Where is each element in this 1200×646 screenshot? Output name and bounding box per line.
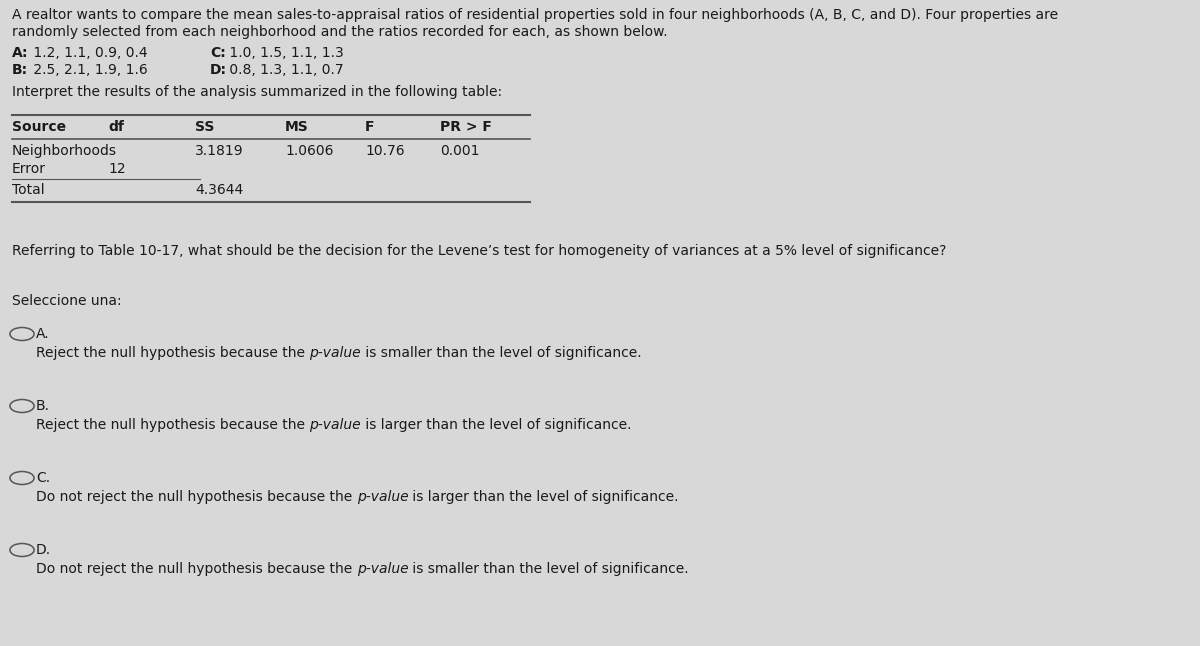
Text: p-value: p-value — [310, 346, 361, 360]
Text: Do not reject the null hypothesis because the: Do not reject the null hypothesis becaus… — [36, 490, 356, 504]
Text: B.: B. — [36, 399, 50, 413]
Text: 3.1819: 3.1819 — [194, 144, 244, 158]
Text: D.: D. — [36, 543, 52, 557]
Text: p-value: p-value — [310, 418, 361, 432]
Text: 0.8, 1.3, 1.1, 0.7: 0.8, 1.3, 1.1, 0.7 — [226, 63, 343, 77]
Text: randomly selected from each neighborhood and the ratios recorded for each, as sh: randomly selected from each neighborhood… — [12, 25, 667, 39]
Text: C:: C: — [210, 46, 226, 60]
Text: Source: Source — [12, 120, 66, 134]
Text: is larger than the level of significance.: is larger than the level of significance… — [361, 418, 631, 432]
Text: 1.2, 1.1, 0.9, 0.4: 1.2, 1.1, 0.9, 0.4 — [29, 46, 148, 60]
Text: p-value: p-value — [356, 562, 408, 576]
Text: p-value: p-value — [356, 490, 408, 504]
Text: Total: Total — [12, 183, 44, 197]
Text: 12: 12 — [108, 162, 126, 176]
Text: Error: Error — [12, 162, 46, 176]
Text: 1.0, 1.5, 1.1, 1.3: 1.0, 1.5, 1.1, 1.3 — [226, 46, 343, 60]
Text: MS: MS — [286, 120, 308, 134]
Text: F: F — [365, 120, 374, 134]
Text: 1.0606: 1.0606 — [286, 144, 334, 158]
Text: Do not reject the null hypothesis because the: Do not reject the null hypothesis becaus… — [36, 562, 356, 576]
Text: is larger than the level of significance.: is larger than the level of significance… — [408, 490, 679, 504]
Text: B:: B: — [12, 63, 28, 77]
Text: Reject the null hypothesis because the: Reject the null hypothesis because the — [36, 418, 310, 432]
Text: df: df — [108, 120, 124, 134]
Text: C.: C. — [36, 471, 50, 485]
Text: PR > F: PR > F — [440, 120, 492, 134]
Text: is smaller than the level of significance.: is smaller than the level of significanc… — [408, 562, 689, 576]
Text: A realtor wants to compare the mean sales-to-appraisal ratios of residential pro: A realtor wants to compare the mean sale… — [12, 8, 1058, 22]
Text: Interpret the results of the analysis summarized in the following table:: Interpret the results of the analysis su… — [12, 85, 502, 99]
Text: is smaller than the level of significance.: is smaller than the level of significanc… — [361, 346, 642, 360]
Text: A.: A. — [36, 327, 49, 341]
Text: A:: A: — [12, 46, 29, 60]
Text: Seleccione una:: Seleccione una: — [12, 294, 121, 308]
Text: 10.76: 10.76 — [365, 144, 404, 158]
Text: SS: SS — [194, 120, 215, 134]
Text: Neighborhoods: Neighborhoods — [12, 144, 118, 158]
Text: Reject the null hypothesis because the: Reject the null hypothesis because the — [36, 346, 310, 360]
Text: 4.3644: 4.3644 — [194, 183, 244, 197]
Text: Referring to Table 10-17, what should be the decision for the Levene’s test for : Referring to Table 10-17, what should be… — [12, 244, 947, 258]
Text: 2.5, 2.1, 1.9, 1.6: 2.5, 2.1, 1.9, 1.6 — [29, 63, 148, 77]
Text: D:: D: — [210, 63, 227, 77]
Text: 0.001: 0.001 — [440, 144, 480, 158]
